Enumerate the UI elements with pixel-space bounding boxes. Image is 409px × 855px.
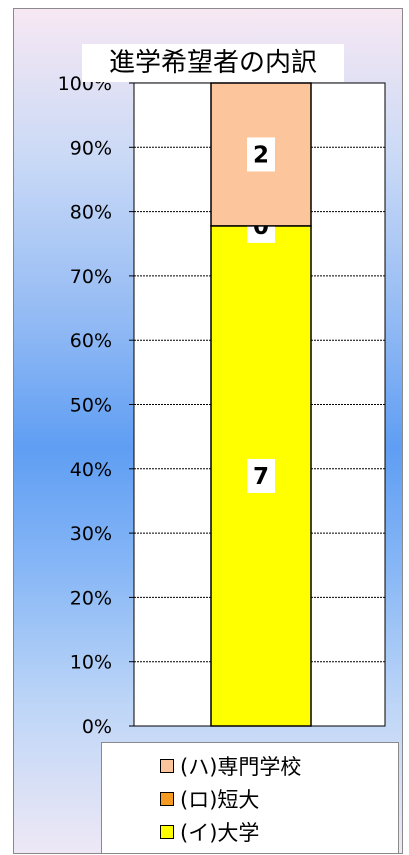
y-tick-label: 20% [70,587,112,609]
y-tick-label: 30% [70,523,112,545]
legend-label-daigaku: (イ)大学 [180,820,260,845]
y-tick-label: 40% [70,459,112,481]
plot-border [133,82,386,727]
data-label: 2 [253,142,269,168]
legend-swatch-daigaku [160,824,174,839]
y-tick-label: 70% [70,266,112,288]
y-tick-label: 60% [70,330,112,352]
data-label: 7 [253,464,269,490]
legend-swatch-senmon [160,758,174,773]
legend-label-tandai: (ロ)短大 [180,787,260,812]
y-tick-label: 50% [70,395,112,417]
y-tick-label: 10% [70,652,112,674]
legend-swatch-tandai [160,791,174,806]
data-label-bg [247,137,275,172]
data-label-bg [247,458,275,493]
legend-item-senmon: (ハ)専門学校 [102,749,398,782]
y-tick-label: 0% [82,716,112,738]
chart-legend: (ハ)専門学校 (ロ)短大 (イ)大学 [101,742,399,854]
legend-item-tandai: (ロ)短大 [102,782,398,815]
chart-title: 進学希望者の内訳 [82,44,344,82]
legend-item-daigaku: (イ)大学 [102,815,398,848]
legend-label-senmon: (ハ)専門学校 [180,754,302,779]
y-tick-label: 80% [70,202,112,224]
y-tick-label: 90% [70,137,112,159]
